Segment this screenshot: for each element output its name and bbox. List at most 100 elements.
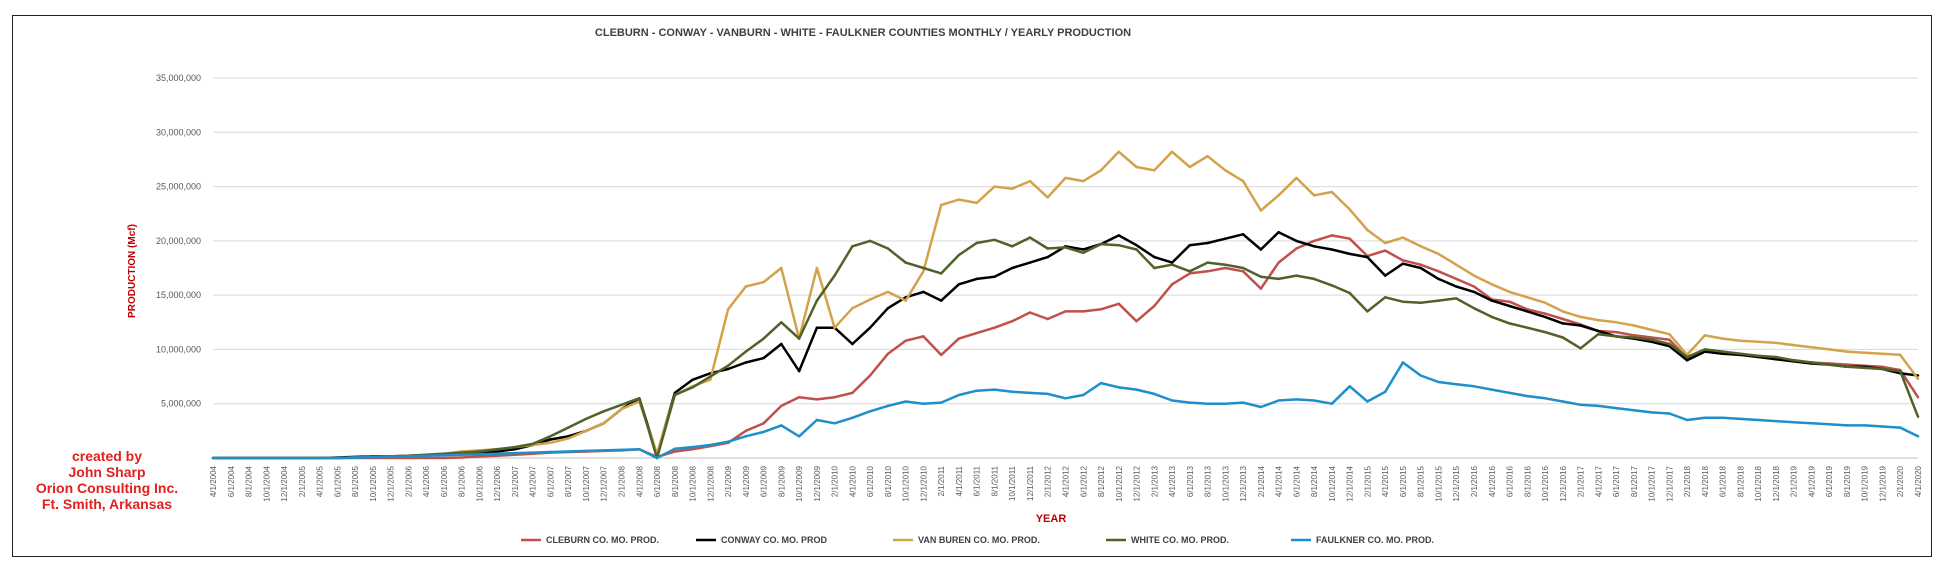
- series-1-segment: [1561, 317, 1582, 326]
- series-2-segment: [1117, 234, 1138, 247]
- x-tick-label: 2/1/2010: [831, 465, 840, 497]
- y-tick-label: 30,000,000: [156, 127, 201, 137]
- series-1-segment: [1845, 363, 1866, 367]
- series-5-segment: [1099, 381, 1121, 389]
- chart-svg: CLEBURN - CONWAY - VANBURN - WHITE - FAU…: [127, 27, 1923, 545]
- series-3-segment: [1543, 301, 1565, 313]
- x-tick-label: 4/1/2006: [422, 465, 431, 497]
- series-5-segment: [389, 455, 410, 459]
- series-3-segment: [531, 441, 552, 447]
- x-tick-label: 2/1/2020: [1896, 465, 1905, 497]
- series-1-segment: [1472, 285, 1494, 301]
- x-tick-label: 8/1/2005: [351, 465, 360, 497]
- x-tick-label: 6/1/2018: [1719, 465, 1728, 497]
- x-tick-label: 4/1/2013: [1168, 465, 1177, 497]
- series-3-segment: [1508, 290, 1529, 299]
- series-5-segment: [584, 449, 605, 453]
- x-tick-label: 10/1/2007: [582, 465, 591, 501]
- series-5-segment: [1898, 426, 1920, 438]
- series-4-segment: [1224, 263, 1245, 270]
- series-4-segment: [1277, 274, 1298, 281]
- x-tick-label: 10/1/2013: [1221, 465, 1230, 501]
- x-tick-label: 2/1/2006: [404, 465, 413, 497]
- series-4-segment: [1597, 332, 1618, 338]
- series-4-segment: [1170, 263, 1192, 273]
- series-3-segment: [957, 198, 978, 205]
- series-4-segment: [1383, 296, 1405, 303]
- series-2-segment: [1685, 350, 1707, 362]
- series-5-segment: [709, 440, 730, 447]
- series-1-segment: [460, 455, 481, 459]
- series-4-segment: [566, 417, 588, 429]
- series-1-segment: [922, 335, 943, 357]
- series-1-segment: [815, 395, 836, 401]
- series-2-segment: [1668, 344, 1689, 362]
- series-5-segment: [1792, 420, 1813, 425]
- series-3-segment: [815, 266, 836, 329]
- series-4-segment: [922, 266, 943, 275]
- series-2-segment: [1312, 245, 1334, 251]
- series-1-segment: [1383, 249, 1405, 262]
- series-5-segment: [1170, 399, 1192, 404]
- series-5-segment: [1082, 381, 1103, 397]
- series-2-segment: [1135, 243, 1156, 259]
- series-5-segment: [1668, 412, 1689, 422]
- series-2-segment: [1472, 290, 1494, 302]
- x-tick-label: 2/1/2017: [1577, 465, 1586, 497]
- x-tick-label: 8/1/2015: [1417, 465, 1426, 497]
- series-2-segment: [868, 306, 890, 329]
- series-3-segment: [1135, 165, 1156, 172]
- series-3-segment: [1188, 154, 1209, 169]
- series-3-segment: [1330, 190, 1351, 211]
- series-5-segment: [815, 418, 836, 425]
- legend-label: CLEBURN CO. MO. PROD.: [546, 535, 659, 545]
- series-3-segment: [993, 185, 1014, 190]
- x-tick-label: 2/1/2015: [1363, 465, 1372, 497]
- series-4-segment: [442, 451, 463, 455]
- series-5-segment: [1863, 424, 1884, 428]
- series-4-segment: [1241, 266, 1263, 278]
- series-5-segment: [1295, 398, 1316, 402]
- series-3-segment: [1614, 321, 1636, 327]
- series-5: [211, 361, 1920, 460]
- x-tick-label: 8/1/2008: [671, 465, 680, 497]
- x-tick-label: 8/1/2006: [458, 465, 467, 497]
- series-4-segment: [1508, 322, 1529, 329]
- series-4-segment: [1703, 348, 1724, 353]
- series-4-segment: [957, 241, 978, 257]
- x-tick-label: 12/1/2015: [1452, 465, 1461, 501]
- series-2-segment: [1099, 234, 1121, 246]
- series-1-segment: [673, 448, 694, 453]
- series-4-segment: [1739, 352, 1760, 358]
- series-3-segment: [868, 290, 890, 301]
- x-tick-label: 2/1/2019: [1790, 465, 1799, 497]
- series-4-segment: [886, 247, 907, 264]
- series-5-segment: [1543, 397, 1565, 403]
- series-5-segment: [531, 450, 552, 454]
- x-tick-label: 2/1/2012: [1044, 465, 1053, 497]
- series-4-segment: [868, 239, 890, 250]
- series-4-segment: [1774, 355, 1795, 362]
- series-3-segment: [1881, 352, 1902, 357]
- series-4-segment: [1721, 350, 1742, 356]
- series-5-segment: [460, 452, 481, 456]
- x-tick-label: 4/1/2015: [1381, 465, 1390, 497]
- series-3-segment: [1295, 176, 1316, 197]
- series-1-segment: [1170, 272, 1192, 286]
- series-1-segment: [1366, 249, 1387, 258]
- series-3-segment: [1259, 194, 1280, 212]
- x-tick-label: 12/1/2010: [919, 465, 928, 501]
- series-5-segment: [1383, 361, 1405, 394]
- series-4-segment: [1188, 261, 1209, 273]
- series-1-segment: [1614, 330, 1636, 337]
- series-3-segment: [1312, 190, 1334, 197]
- series-5-segment: [655, 447, 677, 460]
- series-1-segment: [1224, 266, 1245, 273]
- x-tick-label: 10/1/2005: [369, 465, 378, 501]
- series-3-segment: [1117, 150, 1138, 169]
- series-3-segment: [1739, 339, 1760, 344]
- x-tick-label: 6/1/2006: [440, 465, 449, 497]
- credit-line-2: John Sharp: [68, 464, 146, 480]
- series-5-segment: [1241, 401, 1263, 409]
- series-4-segment: [655, 393, 677, 460]
